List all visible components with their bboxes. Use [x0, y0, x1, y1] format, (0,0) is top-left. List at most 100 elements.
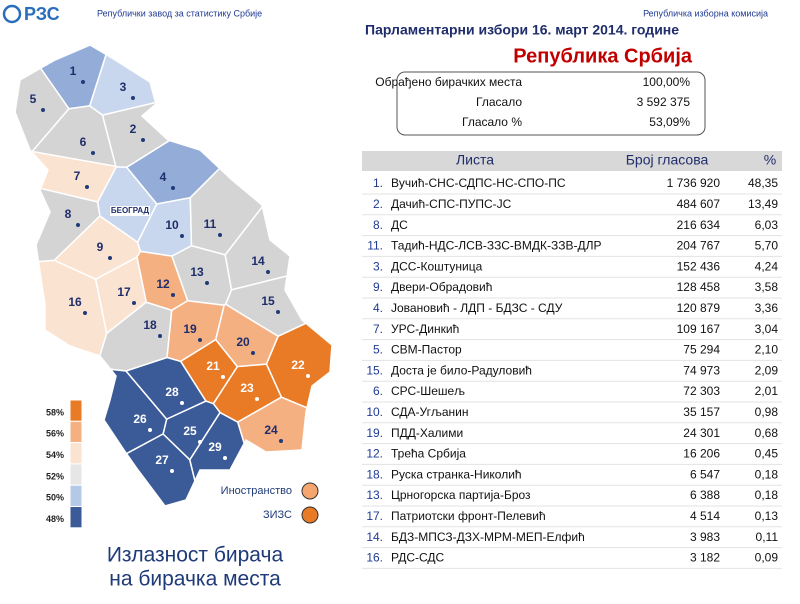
- district-label: 22: [291, 358, 305, 372]
- district-dot: [131, 96, 135, 100]
- list-number: 17.: [366, 509, 383, 523]
- legend-label: 56%: [46, 429, 64, 439]
- percent: 6,03: [755, 218, 779, 232]
- district-dot: [158, 334, 162, 338]
- percent: 0,98: [755, 405, 779, 419]
- district-label: 13: [190, 265, 204, 279]
- district-dot: [41, 108, 45, 112]
- district-label: 17: [117, 285, 131, 299]
- votes: 35 157: [683, 405, 720, 419]
- list-number: 5.: [373, 343, 383, 357]
- table-header: Листа: [456, 152, 494, 168]
- table-header-band: [362, 151, 782, 171]
- votes: 4 514: [690, 509, 720, 523]
- district: [189, 411, 245, 484]
- district-label: 19: [183, 322, 197, 336]
- list-number: 15.: [366, 363, 383, 377]
- district-dot: [218, 233, 222, 237]
- table-header: %: [764, 152, 776, 168]
- percent: 13,49: [748, 197, 778, 211]
- district: [96, 166, 158, 244]
- district-dot: [141, 138, 145, 142]
- district-label: 12: [156, 277, 170, 291]
- district-dot: [171, 293, 175, 297]
- district-label: 21: [206, 359, 220, 373]
- votes: 16 206: [683, 447, 720, 461]
- legend-swatch: [69, 399, 83, 422]
- percent: 3,58: [755, 280, 779, 294]
- district-dot: [276, 310, 280, 314]
- percent: 0,13: [755, 509, 779, 523]
- percent: 2,09: [755, 363, 779, 377]
- district-label: 7: [74, 169, 81, 183]
- district-label: 23: [240, 381, 254, 395]
- map-title: Излазност бирача: [107, 544, 284, 567]
- percent: 2,10: [755, 343, 779, 357]
- list-name: РДС-СДС: [391, 551, 445, 565]
- extra-swatch: [301, 506, 319, 524]
- district-label: 4: [160, 170, 167, 184]
- district-label: 11: [204, 217, 217, 231]
- legend-swatch: [69, 484, 83, 508]
- percent: 0,45: [755, 447, 779, 461]
- list-number: 16.: [366, 551, 383, 565]
- district-dot: [85, 185, 89, 189]
- legend-swatch: [69, 442, 83, 465]
- list-number: 18.: [366, 467, 383, 481]
- summary-value: 3 592 375: [637, 95, 691, 109]
- list-number: 13.: [366, 488, 383, 502]
- percent: 3,04: [755, 322, 779, 336]
- percent: 2,01: [755, 384, 779, 398]
- percent: 0,11: [756, 530, 779, 544]
- map-title: на бирачка места: [109, 568, 281, 591]
- summary-label: Гласало %: [462, 115, 522, 129]
- title: Парламентарни избори 16. март 2014. годи…: [365, 22, 679, 38]
- votes: 204 767: [677, 239, 721, 253]
- votes: 109 167: [677, 322, 721, 336]
- list-name: ПДД-Халими: [391, 426, 463, 440]
- list-number: 11.: [367, 239, 383, 253]
- table-header: Број гласова: [626, 152, 709, 168]
- district-dot: [91, 151, 95, 155]
- list-name: СРС-Шешељ: [391, 384, 465, 398]
- votes: 24 301: [683, 426, 720, 440]
- list-name: СВМ-Пастор: [391, 343, 462, 357]
- list-name: Црногорска партија-Броз: [391, 488, 531, 502]
- legend-swatch: [69, 506, 83, 529]
- capital-label: БЕОГРАД: [111, 206, 150, 215]
- list-name: СДА-Угљанин: [391, 405, 469, 419]
- district-dot: [83, 311, 87, 315]
- district-label: 9: [97, 240, 104, 254]
- votes: 3 182: [690, 551, 720, 565]
- list-number: 10.: [366, 405, 383, 419]
- votes: 120 879: [677, 301, 721, 315]
- extra-swatch: [301, 482, 319, 500]
- votes: 6 547: [690, 467, 720, 481]
- district: [103, 368, 168, 455]
- list-name: БДЗ-МПСЗ-ДЗХ-МРМ-МЕП-Елфић: [391, 530, 585, 544]
- percent: 0,18: [755, 467, 779, 481]
- list-name: ДСС-Коштуница: [391, 259, 483, 273]
- capital-label-bg: [110, 206, 150, 216]
- votes: 152 436: [677, 259, 721, 273]
- district: [236, 396, 308, 453]
- list-number: 2.: [373, 197, 383, 211]
- district-dot: [108, 256, 112, 260]
- legend-swatch: [69, 463, 83, 486]
- district-dot: [198, 338, 202, 342]
- legend-label: 54%: [46, 450, 64, 460]
- district-label: 18: [143, 318, 157, 332]
- district-label: 29: [208, 440, 222, 454]
- legend-label: 50%: [46, 493, 64, 503]
- list-name: Дачић-СПС-ПУПС-ЈС: [391, 197, 512, 211]
- list-number: 12.: [366, 447, 383, 461]
- list-name: ДС: [391, 218, 408, 232]
- legend-label: 48%: [46, 514, 64, 524]
- subtitle: Република Србија: [513, 45, 693, 67]
- district-dot: [171, 186, 175, 190]
- district-label: 3: [120, 80, 127, 94]
- district-dot: [180, 401, 184, 405]
- district-label: 25: [183, 424, 197, 438]
